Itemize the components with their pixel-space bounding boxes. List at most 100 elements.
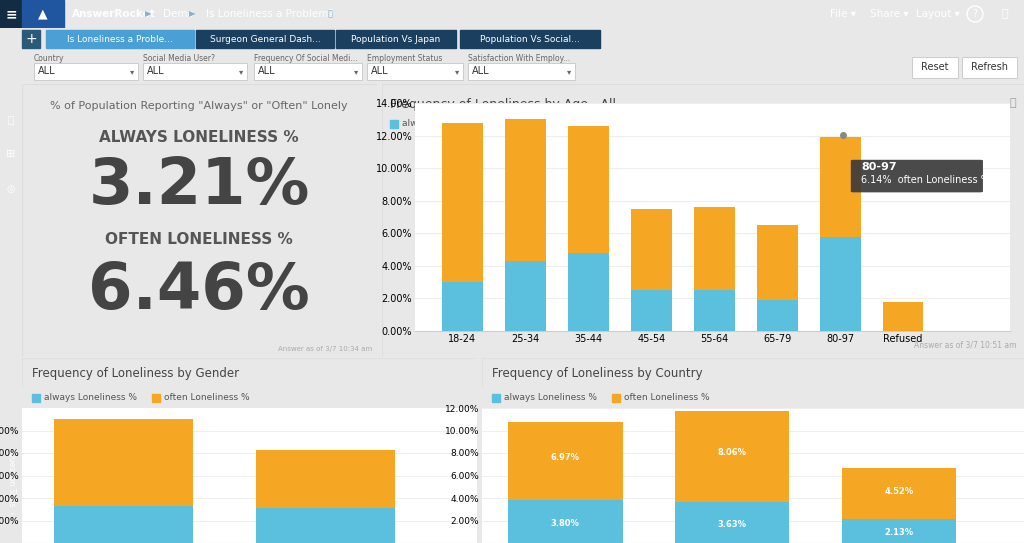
- Text: Population Vs Social...: Population Vs Social...: [480, 35, 580, 43]
- Text: often Loneliness %: often Loneliness %: [514, 119, 600, 129]
- Bar: [962, 57, 1017, 78]
- Bar: [631, 209, 672, 291]
- Bar: [842, 519, 956, 543]
- Bar: [612, 394, 620, 402]
- Text: ALL: ALL: [472, 66, 489, 77]
- Bar: [757, 300, 798, 331]
- Bar: [912, 57, 958, 78]
- Bar: [508, 422, 623, 500]
- Text: always Loneliness %: always Loneliness %: [504, 394, 597, 402]
- Text: Share ▾: Share ▾: [870, 9, 908, 19]
- Bar: [46, 30, 194, 48]
- Text: Refresh: Refresh: [971, 62, 1008, 73]
- Bar: [631, 291, 672, 331]
- Bar: [53, 419, 193, 506]
- Text: always Loneliness %: always Loneliness %: [402, 119, 495, 129]
- Text: 6.14%  often Loneliness %: 6.14% often Loneliness %: [861, 175, 990, 185]
- FancyBboxPatch shape: [851, 160, 983, 192]
- Text: Frequency Of Social Medi...: Frequency Of Social Medi...: [254, 54, 357, 63]
- Text: ▾: ▾: [239, 67, 243, 76]
- Bar: [508, 500, 623, 543]
- Bar: [819, 136, 860, 237]
- Text: 3.63%: 3.63%: [718, 520, 746, 529]
- Bar: [32, 394, 40, 402]
- Text: Population Vs Japan: Population Vs Japan: [351, 35, 440, 43]
- Text: File ▾: File ▾: [830, 9, 856, 19]
- Text: ▾: ▾: [455, 67, 459, 76]
- Text: Demo: Demo: [163, 9, 194, 19]
- Text: OFTEN LONELINESS %: OFTEN LONELINESS %: [105, 231, 293, 247]
- Text: ▶: ▶: [188, 9, 196, 18]
- Text: Frequency of Loneliness by Country: Frequency of Loneliness by Country: [492, 367, 702, 380]
- Text: 2.13%: 2.13%: [885, 528, 913, 536]
- Bar: [22, 30, 40, 48]
- Text: 80-97: 80-97: [861, 162, 897, 172]
- Text: 8.06%: 8.06%: [718, 448, 746, 457]
- Bar: [143, 63, 247, 80]
- Text: Reset: Reset: [922, 62, 949, 73]
- Text: Is Loneliness a Problem?: Is Loneliness a Problem?: [206, 9, 334, 19]
- Text: Social Media User?: Social Media User?: [143, 54, 215, 63]
- Text: ALWAYS LONELINESS %: ALWAYS LONELINESS %: [99, 130, 299, 146]
- Text: ▾: ▾: [353, 67, 358, 76]
- Text: 4.52%: 4.52%: [885, 487, 913, 496]
- Text: Frequency of Loneliness by Gender: Frequency of Loneliness by Gender: [32, 367, 240, 380]
- Text: Country: Country: [34, 54, 65, 63]
- Text: 🔒: 🔒: [328, 9, 333, 18]
- Bar: [505, 119, 546, 261]
- Bar: [675, 412, 790, 502]
- Bar: [568, 253, 609, 331]
- Text: Answer as of 3/7 10:51 am: Answer as of 3/7 10:51 am: [913, 341, 1016, 350]
- Text: Surgeon General Dash...: Surgeon General Dash...: [210, 35, 321, 43]
- Bar: [819, 237, 860, 331]
- Text: ◎: ◎: [7, 184, 15, 194]
- Bar: [757, 225, 798, 300]
- Text: 🔔: 🔔: [1001, 9, 1009, 19]
- Text: ALL: ALL: [38, 66, 55, 77]
- Bar: [34, 63, 138, 80]
- Bar: [254, 63, 362, 80]
- Bar: [842, 468, 956, 519]
- Bar: [460, 30, 600, 48]
- Text: Frequency of Loneliness by Age - All: Frequency of Loneliness by Age - All: [390, 98, 616, 111]
- Text: ▾: ▾: [130, 67, 134, 76]
- Bar: [256, 508, 395, 543]
- Bar: [502, 120, 510, 128]
- Text: always Loneliness %: always Loneliness %: [44, 394, 137, 402]
- Text: ALL: ALL: [371, 66, 389, 77]
- Bar: [505, 261, 546, 331]
- Bar: [694, 291, 734, 331]
- Text: ▲: ▲: [38, 8, 48, 21]
- Bar: [22, 0, 63, 28]
- Bar: [492, 394, 500, 402]
- Text: 🔍: 🔍: [8, 114, 14, 124]
- Text: ⊞: ⊞: [6, 149, 15, 159]
- Text: +: +: [26, 32, 37, 46]
- Bar: [390, 120, 398, 128]
- Text: Employment Status: Employment Status: [367, 54, 442, 63]
- Bar: [675, 502, 790, 543]
- Bar: [442, 123, 483, 282]
- Text: AnswerRocket: AnswerRocket: [72, 9, 156, 19]
- Bar: [256, 450, 395, 508]
- Text: ?: ?: [973, 9, 978, 19]
- Text: 6.97%: 6.97%: [551, 453, 580, 462]
- Text: Layout ▾: Layout ▾: [916, 9, 959, 19]
- Bar: [468, 63, 575, 80]
- Text: Satisfaction With Employ...: Satisfaction With Employ...: [468, 54, 570, 63]
- Text: Is Loneliness a Proble...: Is Loneliness a Proble...: [67, 35, 173, 43]
- Text: ▾: ▾: [566, 67, 571, 76]
- Text: % of Population Reporting "Always" or "Often" Lonely: % of Population Reporting "Always" or "O…: [50, 101, 348, 111]
- Text: ALL: ALL: [147, 66, 165, 77]
- Bar: [568, 126, 609, 253]
- Bar: [694, 207, 734, 291]
- Text: ▶: ▶: [144, 9, 152, 18]
- Text: Question Tools  ›: Question Tools ›: [6, 451, 15, 515]
- Bar: [152, 394, 160, 402]
- Text: ⤢: ⤢: [1010, 98, 1016, 108]
- Bar: [0, 0, 22, 28]
- Bar: [53, 506, 193, 543]
- Text: Answer as of 3/7 10:34 am: Answer as of 3/7 10:34 am: [278, 346, 372, 352]
- Text: ≡: ≡: [5, 7, 16, 21]
- Bar: [336, 30, 456, 48]
